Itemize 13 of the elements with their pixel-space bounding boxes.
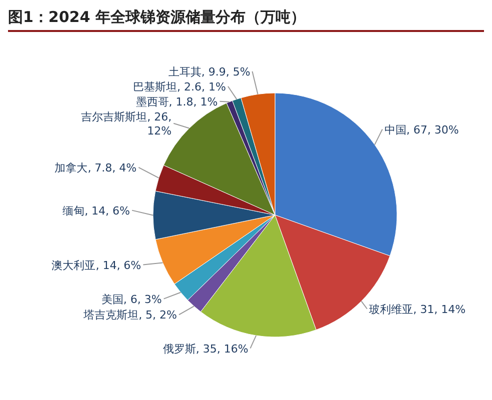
slice-label: 玻利维亚, 31, 14%	[369, 302, 466, 316]
slice-label: 澳大利亚, 14, 6%	[52, 258, 142, 272]
slice-label: 塔吉克斯坦, 5, 2%	[82, 308, 177, 322]
slice-label: 中国, 67, 30%	[384, 122, 459, 136]
slice-label: 俄罗斯, 35, 16%	[162, 342, 248, 355]
slice-label: 美国, 6, 3%	[101, 292, 162, 306]
chart-title: 图1：2024 年全球锑资源储量分布（万吨）	[8, 8, 484, 32]
slice-label: 土耳其, 9.9, 5%	[168, 64, 250, 78]
slice-label: 吉尔吉斯斯坦, 26, 12%	[81, 110, 172, 137]
slice-label: 加拿大, 7.8, 4%	[54, 160, 137, 174]
slice-label: 巴基斯坦, 2.6, 1%	[133, 80, 226, 93]
slice-label: 墨西哥, 1.8, 1%	[136, 94, 218, 108]
slice-label: 缅甸, 14, 6%	[62, 204, 130, 217]
